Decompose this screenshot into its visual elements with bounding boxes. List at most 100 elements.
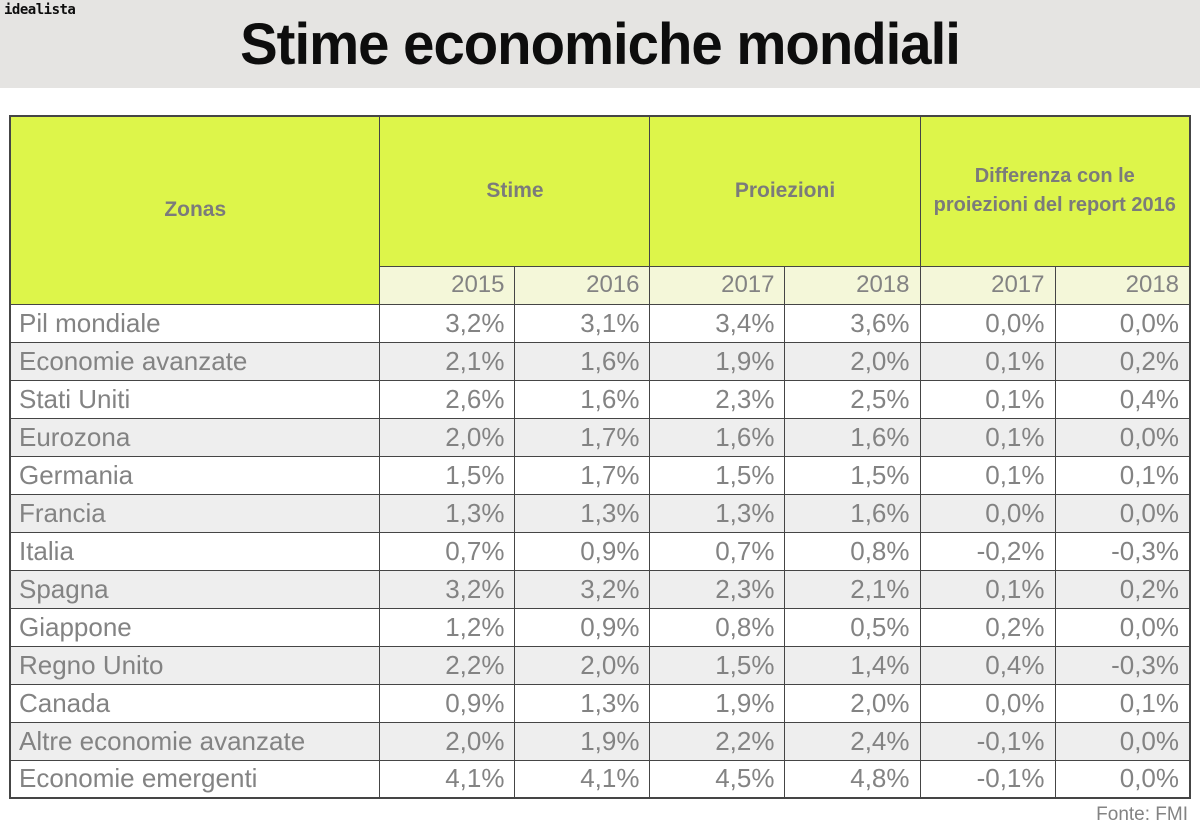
- value-cell: 4,1%: [379, 759, 516, 799]
- group-header-row: Zonas Stime Proiezioni Differenza con le…: [9, 115, 1191, 305]
- value-cell: 2,0%: [379, 721, 516, 761]
- value-cell: 1,7%: [514, 455, 651, 495]
- value-cell: 3,2%: [379, 303, 516, 343]
- value-cell: 0,0%: [919, 683, 1056, 723]
- value-cell: 0,0%: [1054, 759, 1191, 799]
- value-cell: 1,6%: [784, 493, 921, 533]
- year-header-differenza-2018: 2018: [1054, 265, 1191, 305]
- value-cell: 0,2%: [1054, 341, 1191, 381]
- year-header-proiezioni-2017: 2017: [649, 265, 786, 305]
- value-cell: 4,8%: [784, 759, 921, 799]
- value-cell: 0,1%: [1054, 455, 1191, 495]
- value-cell: 2,5%: [784, 379, 921, 419]
- table-row: Eurozona 2,0% 1,7% 1,6% 1,6% 0,1% 0,0%: [9, 417, 1191, 457]
- column-group-proiezioni: Proiezioni: [649, 115, 921, 267]
- value-cell: 0,0%: [1054, 493, 1191, 533]
- value-cell: 0,8%: [649, 607, 786, 647]
- table-row: Altre economie avanzate 2,0% 1,9% 2,2% 2,4% -…: [9, 721, 1191, 761]
- value-cell: -0,3%: [1054, 645, 1191, 685]
- table-row: Francia 1,3% 1,3% 1,3% 1,6% 0,0% 0,0%: [9, 493, 1191, 533]
- value-cell: 0,0%: [919, 493, 1056, 533]
- value-cell: 0,1%: [919, 569, 1056, 609]
- value-cell: 0,7%: [379, 531, 516, 571]
- value-cell: 3,6%: [784, 303, 921, 343]
- year-header-differenza-2017: 2017: [919, 265, 1056, 305]
- value-cell: 0,2%: [1054, 569, 1191, 609]
- value-cell: 1,3%: [514, 683, 651, 723]
- economic-estimates-table: Zonas Stime Proiezioni Differenza con le…: [8, 115, 1192, 799]
- value-cell: 2,3%: [649, 569, 786, 609]
- value-cell: 1,5%: [649, 645, 786, 685]
- value-cell: 0,0%: [1054, 721, 1191, 761]
- year-header-proiezioni-2018: 2018: [784, 265, 921, 305]
- value-cell: 2,2%: [649, 721, 786, 761]
- value-cell: 2,1%: [379, 341, 516, 381]
- value-cell: 4,1%: [514, 759, 651, 799]
- value-cell: 0,0%: [919, 303, 1056, 343]
- value-cell: 2,1%: [784, 569, 921, 609]
- zona-cell: Francia: [9, 493, 381, 533]
- value-cell: 0,0%: [1054, 607, 1191, 647]
- value-cell: 1,4%: [784, 645, 921, 685]
- value-cell: 1,5%: [784, 455, 921, 495]
- value-cell: 1,5%: [649, 455, 786, 495]
- table-row: Pil mondiale 3,2% 3,1% 3,4% 3,6% 0,0% 0,0%: [9, 303, 1191, 343]
- value-cell: 0,9%: [514, 531, 651, 571]
- table-row: Economie avanzate 2,1% 1,6% 1,9% 2,0% 0,1% 0,2…: [9, 341, 1191, 381]
- value-cell: 1,6%: [784, 417, 921, 457]
- value-cell: 1,3%: [379, 493, 516, 533]
- zona-cell: Germania: [9, 455, 381, 495]
- zona-cell: Economie emergenti: [9, 759, 381, 799]
- year-header-row: 2015 2016 2017 2018 2017 2018: [10, 265, 1191, 305]
- value-cell: -0,1%: [919, 721, 1056, 761]
- value-cell: 1,9%: [649, 341, 786, 381]
- value-cell: 1,5%: [379, 455, 516, 495]
- value-cell: 3,2%: [514, 569, 651, 609]
- value-cell: 0,1%: [919, 455, 1056, 495]
- value-cell: 3,1%: [514, 303, 651, 343]
- zona-cell: Eurozona: [9, 417, 381, 457]
- page-title: Stime economiche mondiali: [240, 11, 961, 77]
- zona-cell: Stati Uniti: [9, 379, 381, 419]
- value-cell: 2,0%: [784, 341, 921, 381]
- value-cell: 2,3%: [649, 379, 786, 419]
- value-cell: 2,2%: [379, 645, 516, 685]
- value-cell: 1,9%: [514, 721, 651, 761]
- value-cell: 0,2%: [919, 607, 1056, 647]
- value-cell: 0,1%: [919, 417, 1056, 457]
- value-cell: 1,9%: [649, 683, 786, 723]
- value-cell: 2,0%: [514, 645, 651, 685]
- value-cell: 0,1%: [919, 341, 1056, 381]
- table-row: Germania 1,5% 1,7% 1,5% 1,5% 0,1% 0,1%: [9, 455, 1191, 495]
- value-cell: 0,5%: [784, 607, 921, 647]
- value-cell: 2,0%: [379, 417, 516, 457]
- table-row: Giappone 1,2% 0,9% 0,8% 0,5% 0,2% 0,0%: [9, 607, 1191, 647]
- zona-cell: Italia: [9, 531, 381, 571]
- table-row: Stati Uniti 2,6% 1,6% 2,3% 2,5% 0,1% 0,4%: [9, 379, 1191, 419]
- year-header-stime-2015: 2015: [379, 265, 516, 305]
- value-cell: 0,4%: [919, 645, 1056, 685]
- value-cell: 0,1%: [1054, 683, 1191, 723]
- value-cell: 1,6%: [514, 379, 651, 419]
- table-body: Pil mondiale 3,2% 3,1% 3,4% 3,6% 0,0% 0,0% Econ…: [9, 303, 1191, 799]
- table-row: Regno Unito 2,2% 2,0% 1,5% 1,4% 0,4% -0,3%: [9, 645, 1191, 685]
- value-cell: 3,4%: [649, 303, 786, 343]
- idealista-logo: idealista: [4, 2, 76, 18]
- zona-cell: Economie avanzate: [9, 341, 381, 381]
- value-cell: 1,7%: [514, 417, 651, 457]
- value-cell: 0,9%: [514, 607, 651, 647]
- value-cell: 0,1%: [919, 379, 1056, 419]
- zona-cell: Altre economie avanzate: [9, 721, 381, 761]
- source-note: Fonte: FMI: [1096, 804, 1188, 825]
- zona-cell: Giappone: [9, 607, 381, 647]
- value-cell: 1,6%: [649, 417, 786, 457]
- value-cell: -0,3%: [1054, 531, 1191, 571]
- value-cell: 1,3%: [649, 493, 786, 533]
- value-cell: 0,0%: [1054, 417, 1191, 457]
- value-cell: 2,0%: [784, 683, 921, 723]
- value-cell: 2,6%: [379, 379, 516, 419]
- zona-cell: Spagna: [9, 569, 381, 609]
- value-cell: 0,9%: [379, 683, 516, 723]
- table-row: Canada 0,9% 1,3% 1,9% 2,0% 0,0% 0,1%: [9, 683, 1191, 723]
- column-group-stime: Stime: [379, 115, 651, 267]
